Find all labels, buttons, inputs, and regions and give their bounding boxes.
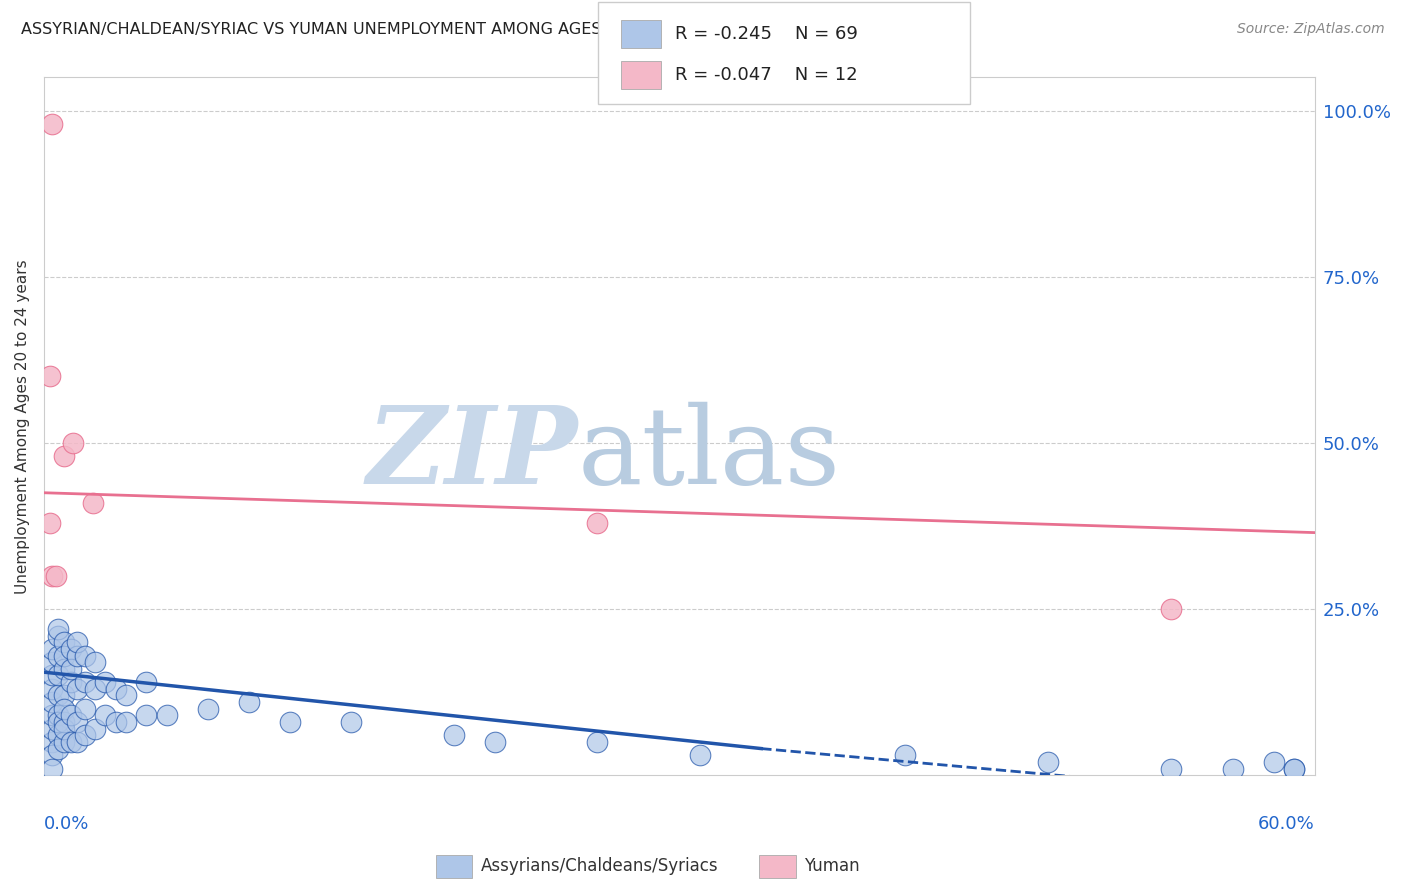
Point — [53, 689, 76, 703]
Point — [73, 648, 96, 663]
Point — [73, 728, 96, 742]
Point — [46, 629, 69, 643]
Point — [84, 681, 107, 696]
Point — [41, 569, 63, 583]
Point — [278, 714, 301, 729]
Point — [46, 728, 69, 742]
Point — [443, 728, 465, 742]
Point — [1282, 762, 1305, 776]
Point — [53, 714, 76, 729]
Point — [66, 735, 89, 749]
Point — [1222, 762, 1244, 776]
Point — [53, 702, 76, 716]
Text: atlas: atlas — [578, 401, 841, 507]
Point — [46, 714, 69, 729]
Point — [41, 762, 63, 776]
Point — [59, 675, 82, 690]
Point — [1160, 762, 1182, 776]
Y-axis label: Unemployment Among Ages 20 to 24 years: Unemployment Among Ages 20 to 24 years — [15, 259, 30, 593]
Point — [41, 681, 63, 696]
Point — [84, 722, 107, 736]
Point — [1160, 602, 1182, 616]
Point — [41, 695, 63, 709]
Point — [59, 641, 82, 656]
Point — [39, 516, 62, 530]
Point — [59, 708, 82, 723]
Point — [135, 708, 157, 723]
Point — [45, 569, 67, 583]
Point — [53, 449, 76, 463]
Point — [53, 722, 76, 736]
Text: R = -0.245    N = 69: R = -0.245 N = 69 — [675, 25, 858, 43]
Point — [115, 689, 138, 703]
Point — [104, 714, 127, 729]
Text: Source: ZipAtlas.com: Source: ZipAtlas.com — [1237, 22, 1385, 37]
Point — [94, 708, 117, 723]
Point — [46, 741, 69, 756]
Point — [104, 681, 127, 696]
Text: Assyrians/Chaldeans/Syriacs: Assyrians/Chaldeans/Syriacs — [481, 857, 718, 875]
Point — [340, 714, 363, 729]
Point — [484, 735, 506, 749]
Point — [46, 668, 69, 682]
Point — [41, 655, 63, 669]
Point — [586, 735, 609, 749]
Point — [197, 702, 219, 716]
Point — [66, 714, 89, 729]
Point — [84, 655, 107, 669]
Point — [53, 735, 76, 749]
Point — [135, 675, 157, 690]
Point — [73, 675, 96, 690]
Point — [156, 708, 179, 723]
Point — [1038, 755, 1060, 769]
Point — [66, 635, 89, 649]
Text: 60.0%: 60.0% — [1258, 815, 1315, 833]
Text: ASSYRIAN/CHALDEAN/SYRIAC VS YUMAN UNEMPLOYMENT AMONG AGES 20 TO 24 YEARS CORRELA: ASSYRIAN/CHALDEAN/SYRIAC VS YUMAN UNEMPL… — [21, 22, 915, 37]
Point — [39, 369, 62, 384]
Point — [62, 436, 84, 450]
Point — [73, 702, 96, 716]
Point — [41, 641, 63, 656]
Point — [689, 748, 711, 763]
Text: R = -0.047    N = 12: R = -0.047 N = 12 — [675, 66, 858, 84]
Point — [41, 748, 63, 763]
Point — [41, 708, 63, 723]
Point — [1263, 755, 1285, 769]
Point — [893, 748, 915, 763]
Point — [41, 117, 63, 131]
Point — [46, 689, 69, 703]
Point — [41, 722, 63, 736]
Text: Yuman: Yuman — [804, 857, 860, 875]
Point — [115, 714, 138, 729]
Point — [238, 695, 260, 709]
Point — [82, 496, 104, 510]
Point — [53, 662, 76, 676]
Point — [59, 735, 82, 749]
Text: 0.0%: 0.0% — [44, 815, 89, 833]
Point — [66, 648, 89, 663]
Point — [1282, 762, 1305, 776]
Point — [46, 708, 69, 723]
Point — [46, 648, 69, 663]
Point — [66, 681, 89, 696]
Point — [586, 516, 609, 530]
Point — [53, 648, 76, 663]
Point — [46, 622, 69, 636]
Text: ZIP: ZIP — [366, 401, 578, 508]
Point — [41, 668, 63, 682]
Point — [53, 635, 76, 649]
Point — [41, 735, 63, 749]
Point — [59, 662, 82, 676]
Point — [94, 675, 117, 690]
